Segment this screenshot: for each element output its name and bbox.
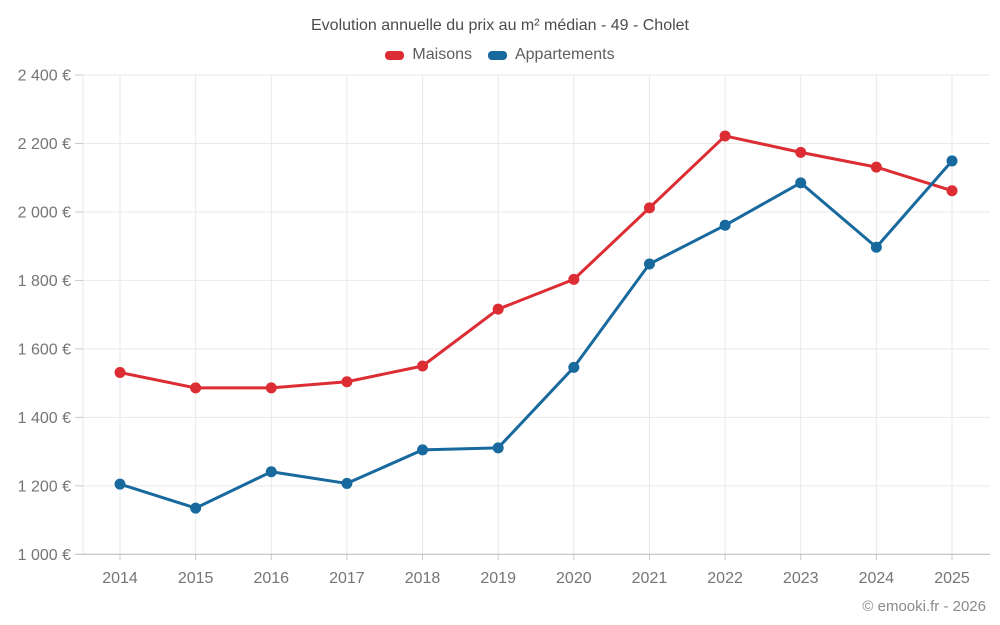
data-point-appartements-2024[interactable] bbox=[870, 241, 882, 253]
x-tick-label-2021: 2021 bbox=[632, 570, 668, 587]
data-point-maisons-2017[interactable] bbox=[341, 376, 353, 388]
data-point-maisons-2016[interactable] bbox=[265, 382, 277, 394]
data-point-appartements-2015[interactable] bbox=[190, 502, 202, 514]
data-point-appartements-2018[interactable] bbox=[417, 444, 429, 456]
data-point-appartements-2020[interactable] bbox=[568, 361, 580, 373]
y-tick-label-1200: 1 200 € bbox=[18, 478, 71, 495]
chart-title: Evolution annuelle du prix au m² médian … bbox=[311, 17, 689, 34]
y-tick-label-1800: 1 800 € bbox=[18, 273, 71, 290]
copyright-credit: © emooki.fr - 2026 bbox=[862, 598, 986, 615]
data-point-appartements-2019[interactable] bbox=[492, 442, 504, 454]
series-line-appartements bbox=[118, 159, 954, 510]
data-point-appartements-2025[interactable] bbox=[946, 155, 958, 167]
x-tick-label-2025: 2025 bbox=[934, 570, 970, 587]
data-point-maisons-2020[interactable] bbox=[568, 273, 580, 285]
data-point-maisons-2021[interactable] bbox=[643, 202, 655, 214]
data-point-appartements-2016[interactable] bbox=[265, 466, 277, 478]
data-point-maisons-2014[interactable] bbox=[114, 367, 126, 379]
data-point-maisons-2024[interactable] bbox=[870, 161, 882, 173]
data-point-appartements-2023[interactable] bbox=[795, 177, 807, 189]
y-tick-label-2000: 2 000 € bbox=[18, 204, 71, 221]
y-tick-label-2400: 2 400 € bbox=[18, 68, 71, 85]
y-tick-label-2200: 2 200 € bbox=[18, 136, 71, 153]
x-tick-label-2014: 2014 bbox=[102, 570, 138, 587]
legend-swatch-maisons bbox=[385, 50, 405, 60]
y-tick-label-1600: 1 600 € bbox=[18, 341, 71, 358]
series-line-maisons bbox=[118, 134, 954, 390]
data-point-maisons-2015[interactable] bbox=[190, 382, 202, 394]
y-tick-label-1000: 1 000 € bbox=[18, 547, 71, 564]
data-point-appartements-2022[interactable] bbox=[719, 219, 731, 231]
legend-label-maisons: Maisons bbox=[412, 46, 472, 63]
data-point-maisons-2025[interactable] bbox=[946, 185, 958, 197]
x-tick-label-2018: 2018 bbox=[405, 570, 441, 587]
legend-label-appartements: Appartements bbox=[514, 46, 615, 63]
data-point-appartements-2014[interactable] bbox=[114, 478, 126, 490]
data-point-appartements-2017[interactable] bbox=[341, 477, 353, 489]
x-tick-label-2017: 2017 bbox=[329, 570, 365, 587]
chart-legend: Maisons Appartements bbox=[0, 46, 1000, 64]
data-point-maisons-2022[interactable] bbox=[719, 130, 731, 142]
x-tick-label-2019: 2019 bbox=[480, 570, 516, 587]
data-point-maisons-2023[interactable] bbox=[795, 146, 807, 158]
y-tick-label-1400: 1 400 € bbox=[18, 410, 71, 427]
x-tick-label-2023: 2023 bbox=[783, 570, 819, 587]
x-tick-label-2020: 2020 bbox=[556, 570, 592, 587]
data-point-maisons-2018[interactable] bbox=[417, 360, 429, 372]
legend-swatch-appartements bbox=[487, 50, 507, 60]
x-tick-label-2024: 2024 bbox=[859, 570, 895, 587]
x-tick-label-2022: 2022 bbox=[707, 570, 743, 587]
data-point-maisons-2019[interactable] bbox=[492, 303, 504, 315]
x-tick-label-2015: 2015 bbox=[178, 570, 214, 587]
legend-item-appartements: Appartements bbox=[487, 46, 615, 64]
x-tick-label-2016: 2016 bbox=[253, 570, 289, 587]
data-point-appartements-2021[interactable] bbox=[643, 258, 655, 270]
legend-item-maisons: Maisons bbox=[385, 46, 472, 64]
